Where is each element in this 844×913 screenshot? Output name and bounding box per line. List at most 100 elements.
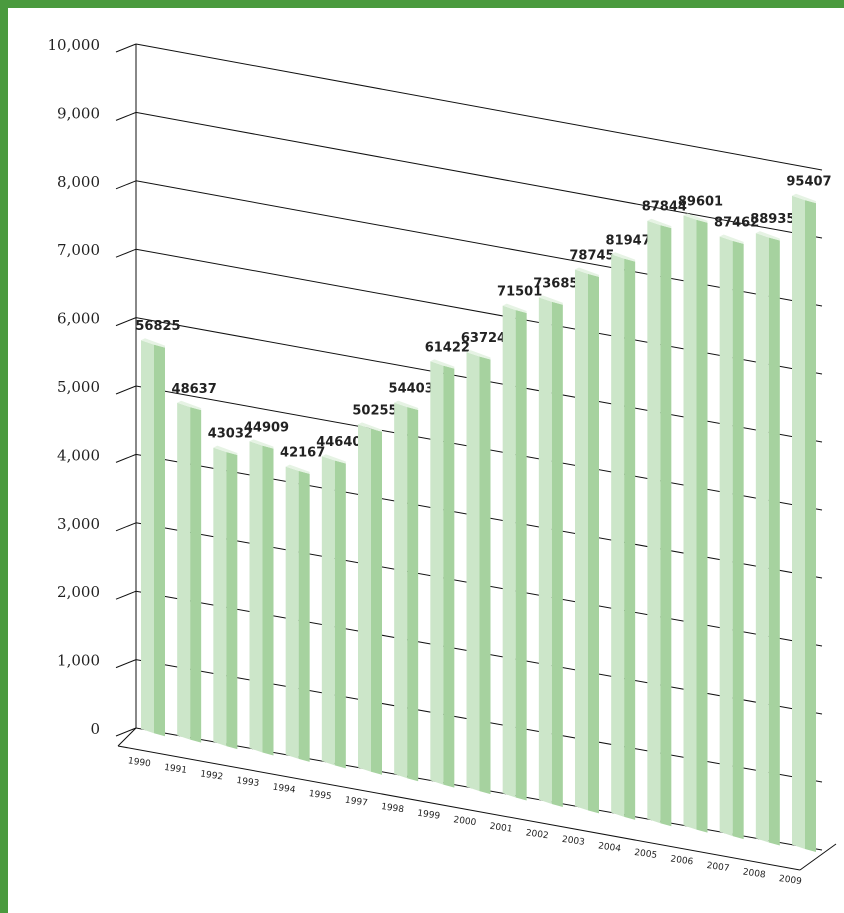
bar-1995: 44640 xyxy=(316,435,361,769)
bar-side xyxy=(154,344,165,737)
bar-front xyxy=(611,254,625,817)
x-tick-label: 2009 xyxy=(778,874,802,887)
x-tick-label: 1997 xyxy=(344,796,368,809)
bar-front xyxy=(213,447,227,747)
bar-2005: 87844 xyxy=(642,200,687,827)
gridline xyxy=(135,180,823,307)
bar-front xyxy=(177,402,191,740)
bar-side xyxy=(443,365,455,788)
bar-front xyxy=(141,340,154,734)
bar-side xyxy=(551,301,563,807)
x-tick-label: 1994 xyxy=(272,783,296,796)
x-tick-label: 2000 xyxy=(453,815,477,828)
bar-value-label: 48637 xyxy=(172,382,217,397)
y-tick-label: 5,000 xyxy=(57,378,100,396)
y-axis-ticks: 0 1,000 2,000 3,000 4,000 5,000 6,000 7,000 8,00… xyxy=(48,36,137,738)
bar-value-label: 88935 xyxy=(750,212,795,227)
bar-top xyxy=(502,303,527,314)
bar-front xyxy=(321,456,335,766)
floor-edge-left xyxy=(117,727,137,747)
y-tick-mark xyxy=(115,248,137,258)
y-tick-label: 4,000 xyxy=(57,446,100,464)
bar-value-label: 44640 xyxy=(316,435,361,450)
bar-side xyxy=(298,470,310,762)
bar-side xyxy=(515,310,527,801)
bar-side xyxy=(660,225,672,827)
bar-top xyxy=(430,359,455,369)
bar-front xyxy=(755,233,769,843)
bar-1999: 61422 xyxy=(425,340,470,788)
y-tick-label: 2,000 xyxy=(57,583,100,601)
bar-side xyxy=(588,273,599,814)
x-tick-label: 2008 xyxy=(742,868,766,881)
bar-top xyxy=(792,193,816,204)
bar-top xyxy=(538,295,563,305)
bar-front xyxy=(394,402,408,779)
bar-side xyxy=(732,240,744,840)
gridline xyxy=(135,43,823,171)
bar-front xyxy=(792,195,805,849)
bar-top xyxy=(177,400,202,411)
bar-top xyxy=(719,234,744,244)
x-tick-label: 2001 xyxy=(489,822,513,835)
bar-top xyxy=(213,445,238,455)
bar-side xyxy=(805,200,816,852)
y-tick-mark xyxy=(115,317,137,327)
gridline xyxy=(135,248,823,375)
bar-2001: 71501 xyxy=(497,285,542,801)
x-tick-label: 1999 xyxy=(417,809,441,822)
y-tick-mark xyxy=(115,180,137,190)
bar-2004: 81947 xyxy=(606,233,651,820)
frame-border-left xyxy=(0,0,8,913)
y-tick-mark xyxy=(115,111,137,121)
y-tick-label: 8,000 xyxy=(57,173,100,191)
bar-2009: 95407 xyxy=(786,175,832,852)
bar-value-label: 42167 xyxy=(280,446,325,461)
bar-front xyxy=(466,352,480,792)
bar-value-label: 50255 xyxy=(352,403,397,418)
bar-top xyxy=(575,267,599,277)
bar-value-label: 95407 xyxy=(786,175,831,190)
y-tick-label: 6,000 xyxy=(57,310,100,328)
bar-top xyxy=(321,454,346,464)
bar-value-label: 54403 xyxy=(389,382,434,397)
bar-side xyxy=(371,428,382,775)
bar-top xyxy=(466,350,491,360)
bar-value-label: 73685 xyxy=(533,276,578,291)
bar-side xyxy=(262,445,274,756)
bar-top xyxy=(141,338,165,348)
bar-side xyxy=(190,407,202,743)
y-tick-label: 1,000 xyxy=(57,652,100,670)
x-axis-ticks: 1990 1991 1992 1993 1994 1995 1997 1998 1999 2000… xyxy=(127,756,802,887)
y-tick-mark xyxy=(115,590,137,600)
bar-front xyxy=(538,297,552,804)
bar-2006: 89601 xyxy=(678,194,723,833)
x-tick-label: 1998 xyxy=(380,802,404,815)
bar-1993: 44909 xyxy=(244,420,289,756)
x-tick-label: 2003 xyxy=(561,835,585,848)
y-tick-label: 10,000 xyxy=(48,36,101,54)
bar-side xyxy=(696,219,708,833)
y-tick-mark xyxy=(115,385,137,395)
frame-border-top xyxy=(0,0,844,8)
bar-front xyxy=(719,236,733,837)
bar-value-label: 61422 xyxy=(425,340,470,355)
bar-top xyxy=(285,464,310,474)
bar-1992: 43032 xyxy=(208,427,253,750)
bar-1998: 54403 xyxy=(389,382,434,782)
bar-top xyxy=(683,213,708,223)
bar-front xyxy=(683,215,697,830)
bar-2007: 87462 xyxy=(714,216,759,840)
bar-top xyxy=(647,218,672,229)
bar-value-label: 44909 xyxy=(244,420,289,435)
bar-1994: 42167 xyxy=(280,446,325,762)
y-tick-label: 0 xyxy=(90,720,100,738)
x-tick-label: 1990 xyxy=(127,756,151,769)
bar-side xyxy=(624,258,636,820)
bar-front xyxy=(575,269,588,811)
bar-side xyxy=(407,406,419,782)
bar-top xyxy=(394,400,419,410)
